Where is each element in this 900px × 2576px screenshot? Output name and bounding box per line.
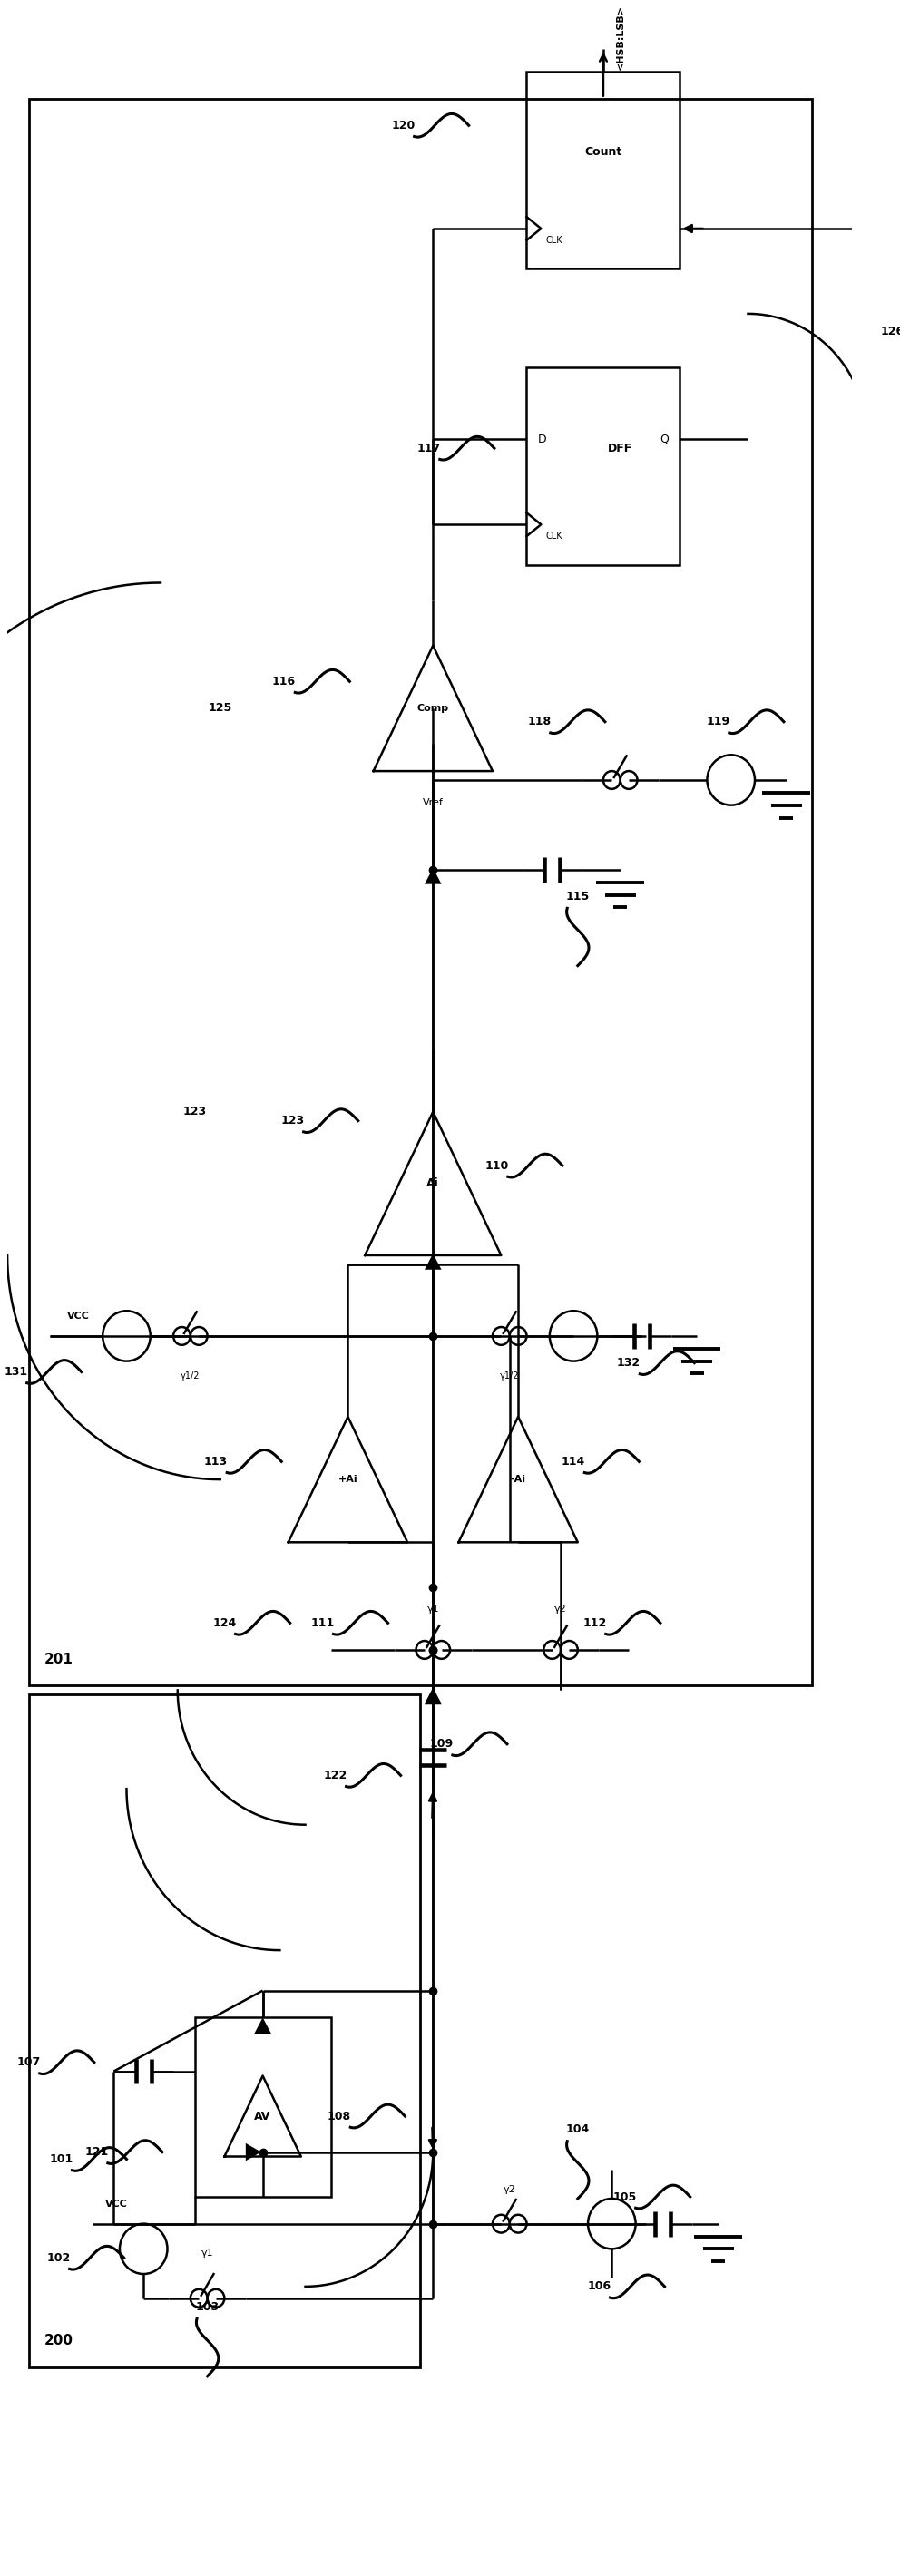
Bar [29, 1695, 420, 2367]
Bar [194, 2017, 331, 2197]
Text: Count: Count [585, 147, 622, 157]
Text: γ2: γ2 [503, 2184, 516, 2195]
Text: γ1: γ1 [427, 1605, 439, 1615]
Text: 119: 119 [706, 716, 730, 726]
Text: VCC: VCC [67, 1311, 89, 1321]
Text: 103: 103 [195, 2300, 220, 2313]
Text: 121: 121 [85, 2146, 109, 2159]
Text: 118: 118 [527, 716, 552, 726]
Text: 101: 101 [50, 2154, 73, 2164]
Bar [29, 98, 812, 1685]
Text: γ1: γ1 [202, 2249, 213, 2259]
Text: 104: 104 [566, 2123, 590, 2136]
Text: γ1/2: γ1/2 [500, 1373, 519, 1381]
Text: 112: 112 [583, 1618, 607, 1628]
Text: 125: 125 [208, 703, 232, 714]
Text: 114: 114 [562, 1455, 585, 1468]
Text: 110: 110 [485, 1159, 508, 1172]
Text: CLK: CLK [545, 531, 562, 541]
Text: D: D [537, 433, 546, 446]
Text: Comp: Comp [417, 703, 449, 714]
Text: 102: 102 [47, 2251, 70, 2264]
Text: +Ai: +Ai [338, 1476, 357, 1484]
Text: γ2: γ2 [554, 1605, 567, 1615]
Text: 113: 113 [204, 1455, 228, 1468]
Text: CLK: CLK [545, 234, 562, 245]
Text: 132: 132 [617, 1358, 641, 1368]
Text: -Ai: -Ai [510, 1476, 526, 1484]
Polygon shape [425, 1687, 441, 1703]
Text: 200: 200 [44, 2334, 73, 2347]
Text: 107: 107 [17, 2056, 40, 2069]
Bar [526, 368, 680, 564]
Polygon shape [425, 1255, 441, 1270]
Text: 117: 117 [417, 443, 441, 453]
Text: 123: 123 [183, 1105, 206, 1118]
Text: 111: 111 [310, 1618, 334, 1628]
Text: γ1/2: γ1/2 [181, 1373, 200, 1381]
Text: 108: 108 [328, 2110, 351, 2123]
Polygon shape [425, 1687, 441, 1705]
Text: AV: AV [255, 2110, 271, 2123]
Polygon shape [246, 2143, 261, 2161]
Text: Vref: Vref [423, 799, 444, 806]
Text: 201: 201 [44, 1651, 73, 1667]
Text: 126: 126 [881, 325, 900, 337]
Polygon shape [425, 868, 441, 884]
Text: 124: 124 [212, 1618, 237, 1628]
Text: VCC: VCC [105, 2200, 128, 2208]
Text: 105: 105 [613, 2192, 636, 2202]
Text: 120: 120 [391, 118, 415, 131]
Text: Q: Q [660, 433, 669, 446]
Text: <HSB:LSB>: <HSB:LSB> [617, 5, 625, 70]
Text: 115: 115 [566, 891, 590, 902]
Bar [526, 72, 680, 268]
Text: 116: 116 [272, 675, 296, 688]
Text: 131: 131 [4, 1365, 28, 1378]
Text: Ai: Ai [427, 1177, 439, 1190]
Text: 106: 106 [587, 2280, 611, 2293]
Polygon shape [255, 2017, 271, 2032]
Text: DFF: DFF [608, 443, 633, 453]
Text: 122: 122 [323, 1770, 347, 1780]
Text: 109: 109 [429, 1739, 454, 1749]
Text: 123: 123 [281, 1115, 304, 1126]
